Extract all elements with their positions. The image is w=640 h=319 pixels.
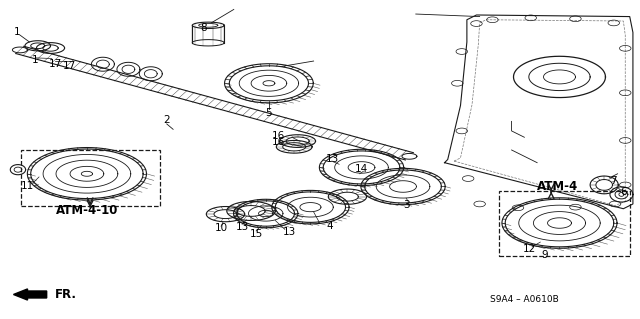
Text: 13: 13 (283, 226, 296, 237)
Text: 16: 16 (271, 137, 285, 147)
Text: S9A4 – A0610B: S9A4 – A0610B (490, 295, 559, 304)
Text: 6: 6 (620, 187, 627, 197)
Text: 3: 3 (404, 200, 410, 210)
Text: 17: 17 (49, 59, 61, 69)
Bar (499, 191, 630, 256)
Text: 5: 5 (266, 108, 272, 118)
Text: FR.: FR. (55, 288, 77, 301)
Text: 12: 12 (523, 244, 536, 254)
Text: 1: 1 (13, 27, 20, 37)
Text: 16: 16 (271, 131, 285, 141)
Text: 9: 9 (541, 250, 548, 260)
Text: ATM-4: ATM-4 (537, 180, 578, 193)
Text: ATM-4-10: ATM-4-10 (56, 204, 118, 218)
FancyArrow shape (13, 289, 47, 300)
Text: 13: 13 (326, 153, 339, 164)
Text: 13: 13 (236, 222, 249, 232)
Bar (21, 150, 161, 205)
Text: 10: 10 (214, 223, 228, 233)
Text: 2: 2 (163, 115, 170, 125)
Text: 4: 4 (326, 221, 333, 231)
Text: 17: 17 (63, 62, 76, 71)
Text: 8: 8 (200, 23, 207, 33)
Text: 7: 7 (611, 176, 617, 186)
Text: 11: 11 (21, 182, 34, 191)
Text: 15: 15 (250, 229, 263, 239)
Text: 1: 1 (32, 56, 38, 65)
Text: 14: 14 (355, 164, 368, 174)
